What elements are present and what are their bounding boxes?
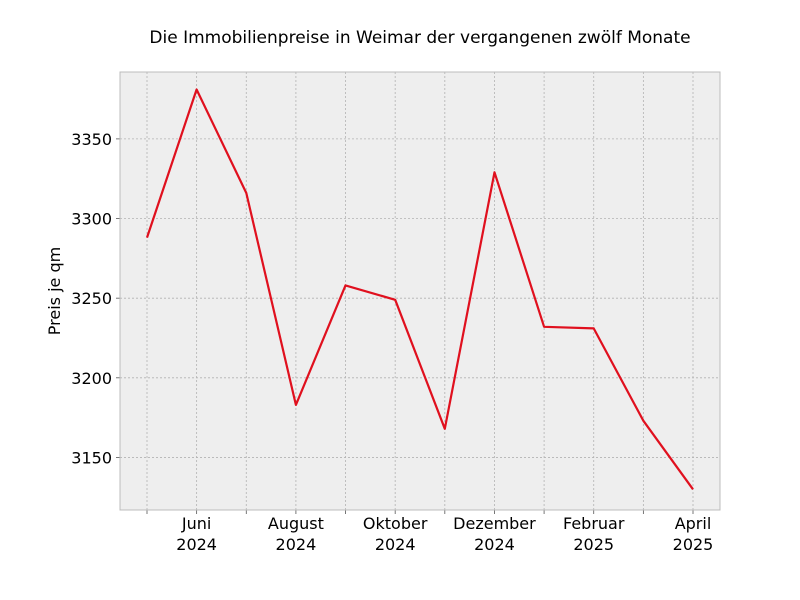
x-tick-label: August 2024 xyxy=(268,514,324,554)
chart-title: Die Immobilienpreise in Weimar der verga… xyxy=(149,28,690,48)
plot-frame xyxy=(119,71,721,511)
y-axis-tick-labels: 3150 3200 3250 3300 3350 xyxy=(71,130,112,468)
y-tick-label: 3200 xyxy=(71,369,112,388)
x-axis-tick-labels: Juni 2024 August 2024 Oktober 2024 Dezember 202… xyxy=(176,514,713,554)
y-tick-label: 3350 xyxy=(71,130,112,149)
price-series-line xyxy=(145,88,694,490)
x-tick-label: Dezember 2024 xyxy=(453,514,536,554)
y-axis-label: Preis je qm xyxy=(45,247,64,335)
y-tick-label: 3150 xyxy=(71,448,112,467)
plot-area xyxy=(120,72,720,510)
x-tick-label: Juni 2024 xyxy=(176,514,217,554)
y-tick-label: 3300 xyxy=(71,210,112,229)
y-tick-label: 3250 xyxy=(71,289,112,308)
x-tick-label: Februar 2025 xyxy=(563,514,625,554)
axis-ticks xyxy=(116,138,694,514)
x-tick-label: Oktober 2024 xyxy=(363,514,428,554)
x-tick-label: April 2025 xyxy=(673,514,714,554)
